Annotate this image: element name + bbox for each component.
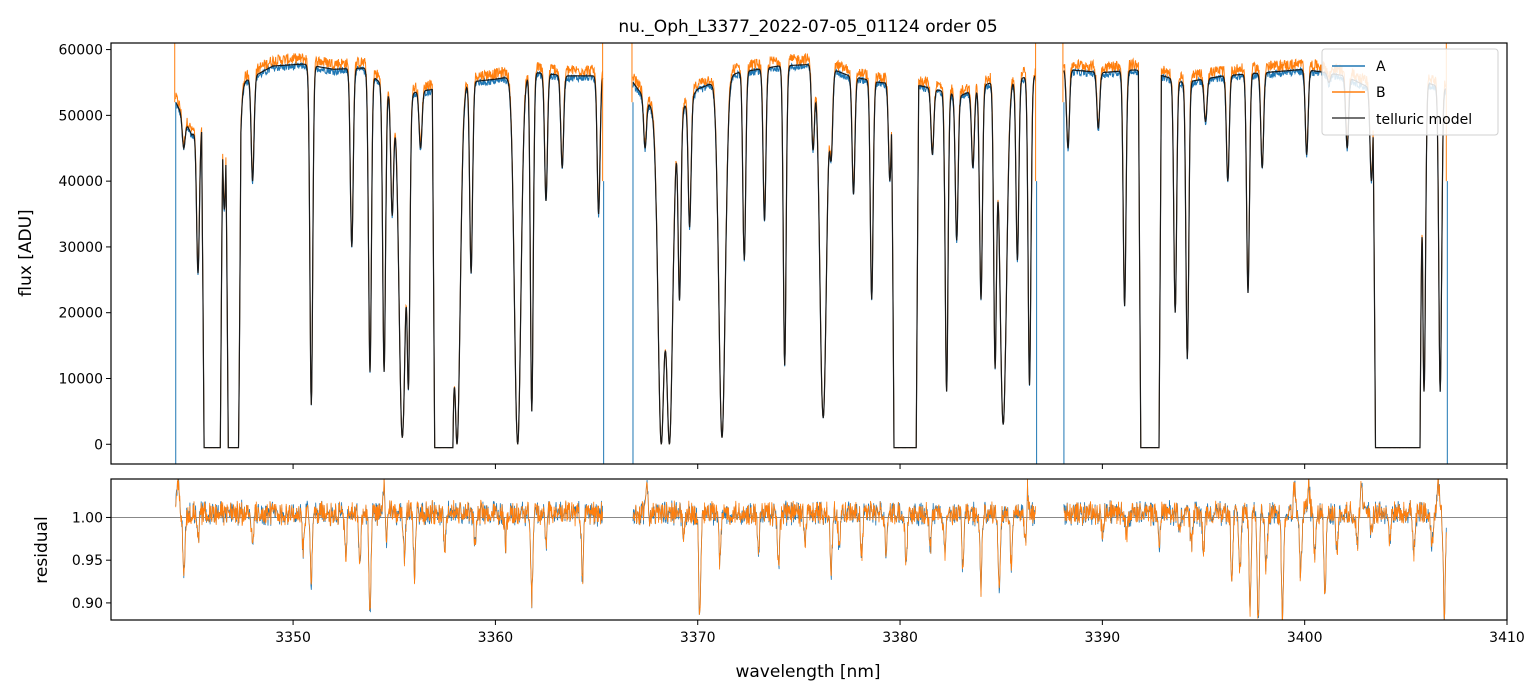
x-tick-label: 3350 [275, 630, 311, 646]
series-b-residual-line-segment [1063, 479, 1447, 620]
residual-axes-frame [110, 478, 1508, 621]
residual-y-tick-label: 1.00 [72, 510, 103, 526]
series-a-residual-line [175, 479, 603, 613]
flux-axis-ticks: 0 10000 20000 30000 40000 50000 60000 [58, 43, 111, 453]
flux-axes-frame [110, 42, 1508, 465]
x-tick-label: 3400 [1287, 630, 1323, 646]
residual-y-tick-label: 0.95 [72, 553, 103, 569]
x-tick-label: 3380 [882, 630, 918, 646]
series-b-residual-line [175, 479, 603, 611]
telluric-model-line-segment [1063, 68, 1447, 449]
x-tick-label: 3370 [680, 630, 716, 646]
flux-y-tick-label: 40000 [58, 174, 103, 190]
residual-y-tick-label: 0.90 [72, 596, 103, 612]
x-tick-label: 3360 [478, 630, 514, 646]
x-tick-label: 3390 [1085, 630, 1121, 646]
telluric-model-line [175, 63, 604, 449]
chart-title: nu._Oph_L3377_2022-07-05_01124 order 05 [618, 17, 997, 37]
legend: A B telluric model [1321, 48, 1499, 136]
series-a-residual-line-segment [1063, 479, 1447, 620]
flux-panel: 0 10000 20000 30000 40000 50000 60000 flux [AD… [16, 42, 1508, 465]
flux-y-tick-label: 20000 [58, 306, 103, 322]
legend-frame [1321, 48, 1499, 136]
flux-y-tick-label: 60000 [58, 43, 103, 59]
flux-y-tick-label: 0 [94, 437, 103, 453]
series-a-residual-line-segment [632, 479, 1036, 615]
flux-y-tick-label: 50000 [58, 108, 103, 124]
legend-label-b: B [1376, 85, 1386, 101]
legend-label-telluric-model: telluric model [1376, 112, 1472, 128]
series-b-residual-line-segment [632, 479, 1036, 615]
legend-label-a: A [1376, 59, 1386, 75]
flux-y-axis-label: flux [ADU] [16, 209, 36, 296]
residual-y-axis-label: residual [32, 516, 52, 583]
x-tick-label: 3410 [1489, 630, 1525, 646]
x-axis-ticks: 3350 3360 3370 3380 3390 3400 3410 [275, 464, 1525, 646]
telluric-model-line-segment [632, 64, 1036, 449]
x-axis-label: wavelength [nm] [735, 662, 880, 682]
flux-y-tick-label: 10000 [58, 371, 103, 387]
flux-y-tick-label: 30000 [58, 240, 103, 256]
residual-panel: 0.90 0.95 1.00 residual [32, 478, 1508, 621]
residual-axis-ticks: 0.90 0.95 1.00 [72, 510, 111, 612]
